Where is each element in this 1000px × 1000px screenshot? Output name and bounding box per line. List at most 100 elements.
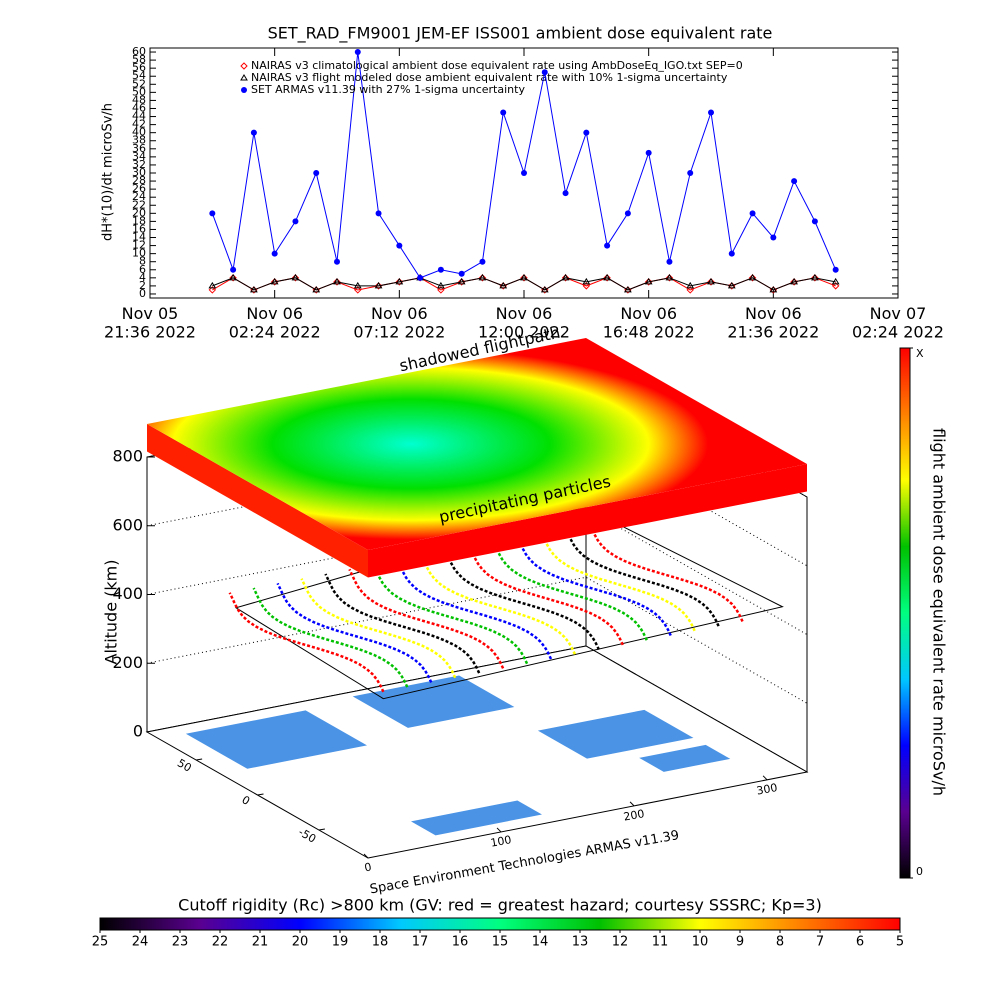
land	[410, 800, 542, 836]
point	[270, 277, 279, 285]
flight-track	[587, 521, 744, 622]
colorbar-tick-label: 10	[692, 935, 709, 950]
y-tick-label: 30	[132, 166, 146, 179]
legend-label: NAIRAS v3 climatological ambient dose eq…	[251, 59, 743, 72]
point	[271, 250, 278, 257]
flight-track	[348, 568, 505, 669]
point	[708, 109, 714, 116]
y-tick-label: 32	[132, 158, 146, 171]
y-tick-label: 46	[132, 101, 146, 114]
z-tick-label: 600	[112, 515, 143, 534]
flight-track	[515, 535, 672, 637]
point	[707, 277, 715, 285]
colorbar-tick-label: 11	[652, 935, 669, 950]
point	[727, 281, 736, 289]
colorbar	[99, 917, 901, 931]
point	[333, 278, 341, 286]
colorbar-tick-label: 24	[132, 935, 149, 950]
y-tick-label: 2	[139, 279, 146, 292]
legend-label: NAIRAS v3 flight modeled dose ambient eq…	[251, 71, 728, 84]
colorbar-tick-label: 25	[92, 935, 109, 950]
y-tick-label: 24	[132, 190, 146, 203]
colorbar-tick-label: 21	[252, 935, 269, 950]
x-tick-label: Nov 06 12:00 2022	[478, 304, 570, 341]
y-axis-label: dH*(10)/dt microSv/h	[101, 103, 116, 241]
colorbar-label: flight ambient dose equivalent rate micr…	[930, 428, 949, 796]
y-tick-label: 14	[132, 231, 146, 244]
y-tick-label: 40	[132, 126, 146, 139]
point	[313, 170, 320, 176]
colorbar-tick-label: 19	[332, 935, 349, 950]
point	[811, 218, 818, 225]
point	[686, 286, 694, 294]
y-tick	[196, 758, 203, 761]
point	[541, 69, 548, 76]
point	[686, 281, 695, 289]
point	[748, 274, 757, 282]
point	[208, 286, 217, 294]
point	[396, 242, 403, 249]
point	[333, 277, 341, 285]
colorbar-tick-label: 20	[292, 935, 309, 950]
x-tick-label: Nov 07 02:24 2022	[852, 304, 944, 341]
point	[665, 274, 674, 282]
point	[540, 285, 549, 293]
y-tick-label: 54	[132, 69, 146, 82]
point	[645, 149, 652, 156]
point	[375, 210, 382, 217]
point	[292, 218, 299, 225]
point	[478, 274, 487, 282]
x-tick	[496, 827, 502, 833]
x-tick	[363, 853, 369, 859]
flight-track	[300, 578, 457, 679]
point	[458, 270, 465, 277]
x-tick-label: 0	[363, 860, 372, 874]
flight-track	[276, 582, 433, 683]
y-tick-label: 26	[132, 182, 146, 195]
point	[479, 258, 486, 265]
colorbar-tick-label: 16	[452, 935, 469, 950]
point	[811, 274, 819, 282]
colorbar-tick-label: 18	[372, 935, 389, 950]
z-tick-label: 400	[112, 584, 143, 603]
y-tick-label: 18	[132, 214, 146, 227]
point	[354, 49, 361, 56]
point	[457, 277, 466, 285]
point	[748, 273, 757, 281]
y-tick-label: 0	[139, 287, 146, 300]
flight-track	[396, 559, 553, 660]
colorbar-tick-label: 13	[572, 935, 589, 950]
point	[811, 273, 819, 281]
point	[499, 281, 508, 289]
point	[666, 258, 673, 265]
flight-track	[324, 573, 481, 674]
point	[312, 285, 321, 293]
z-tick-label: 800	[112, 447, 143, 466]
point	[561, 273, 570, 281]
point	[582, 277, 591, 285]
point	[437, 286, 445, 294]
point	[749, 210, 756, 217]
colorbar-tick-label: 23	[172, 935, 189, 950]
point	[707, 278, 715, 286]
flight-track	[228, 592, 385, 693]
point	[832, 266, 839, 273]
slab-side	[147, 424, 368, 578]
colorbar-tick-label: 15	[492, 935, 509, 950]
x-tick-label: 100	[489, 833, 512, 849]
legend-marker	[240, 62, 248, 70]
slab-top	[147, 338, 807, 550]
chart-title: SET_RAD_FM9001 JEM-EF ISS001 ambient dos…	[268, 24, 773, 44]
y-tick-label: 56	[132, 61, 146, 74]
point	[478, 273, 487, 281]
flight-track	[372, 564, 529, 665]
point	[583, 129, 590, 136]
y-tick-label: 48	[132, 93, 146, 106]
flight-track	[420, 554, 577, 655]
point	[270, 278, 279, 286]
y-tick-label: 38	[132, 134, 146, 147]
point	[770, 234, 777, 241]
y-tick-label: 50	[175, 756, 194, 774]
